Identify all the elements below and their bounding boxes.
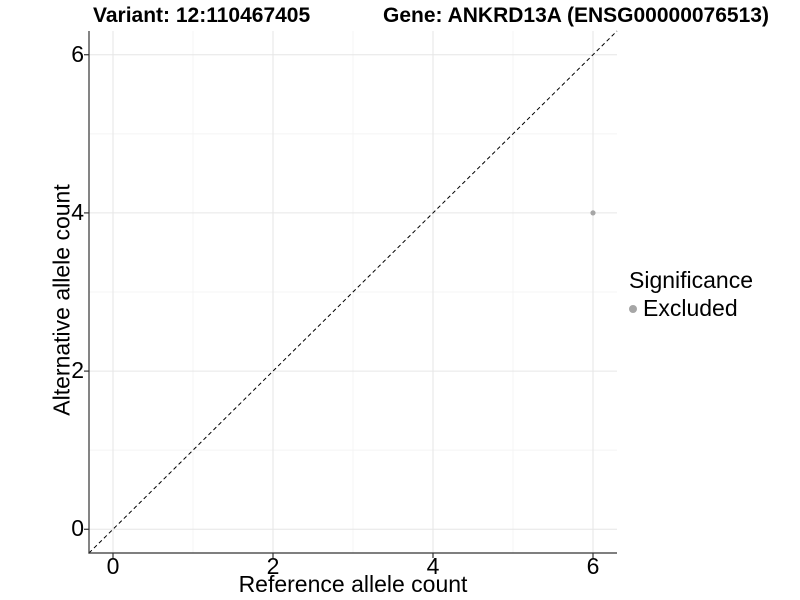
y-tick-label: 4: [71, 198, 84, 225]
x-tick-label: 2: [266, 553, 280, 579]
x-tick-label: 0: [106, 553, 120, 579]
legend-title: Significance: [629, 267, 754, 293]
plot-title-gene: Gene: ANKRD13A (ENSG00000076513): [383, 4, 769, 27]
legend: Significance Excluded: [629, 267, 754, 322]
data-point: [590, 210, 596, 216]
plot-title-variant: Variant: 12:110467405: [93, 4, 311, 27]
legend-item-label: Excluded: [643, 295, 738, 322]
legend-item-excluded: Excluded: [629, 295, 753, 322]
gridlines-major: [89, 31, 617, 553]
identity-line: [88, 30, 618, 554]
x-tick-label: 6: [586, 553, 600, 579]
tick-marks: [84, 54, 594, 558]
y-tick-label: 0: [71, 515, 84, 542]
gridlines-minor: [89, 31, 617, 553]
axis-lines: [88, 31, 617, 554]
data-points: [590, 210, 596, 216]
x-axis-title: Reference allele count: [238, 571, 468, 597]
y-tick-label: 2: [71, 357, 84, 384]
y-axis-title: Alternative allele count: [48, 184, 75, 416]
y-tick-label: 6: [71, 40, 84, 67]
legend-point-icon: [629, 304, 637, 313]
x-tick-label: 4: [426, 553, 440, 579]
